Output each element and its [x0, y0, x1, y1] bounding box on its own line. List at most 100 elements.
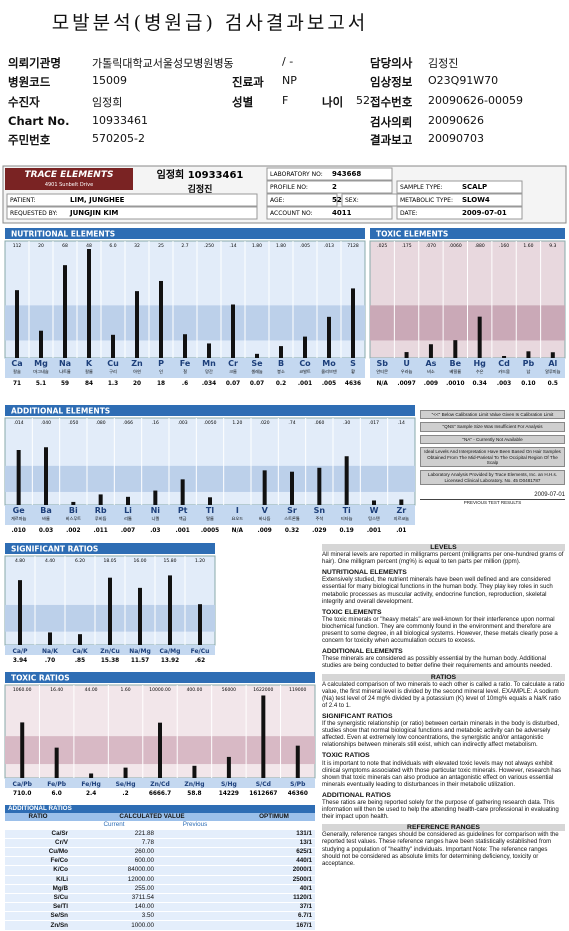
- bar: [138, 587, 142, 645]
- table-row: Ca/Sr 221.88 131/1: [5, 829, 315, 839]
- note-text: All mineral levels are reported in milli…: [322, 551, 564, 566]
- ratio-optimum: 167/1: [233, 920, 315, 931]
- ratio-current: 255.00: [71, 884, 157, 894]
- column-label: Ca/Mg: [160, 648, 181, 655]
- field-box: [266, 167, 393, 181]
- table-row: Cu/Mo 260.00 625/1: [5, 847, 315, 858]
- ratio-current: 260.00: [71, 847, 157, 858]
- info-value: 52: [356, 94, 370, 107]
- column-value: 18: [157, 381, 165, 387]
- field-label: AGE:: [270, 197, 284, 204]
- column-sublabel: 나트륨: [59, 368, 71, 375]
- column-sublabel: 바나듐: [259, 515, 271, 522]
- column-label: Fe/Pb: [47, 781, 67, 788]
- column-sublabel: 바륨: [42, 515, 50, 522]
- legend-caption: PREVIOUS TEST RESULTS: [463, 499, 522, 505]
- bar: [159, 280, 163, 358]
- ratio-current: 7.78: [71, 838, 157, 848]
- stamp-doctor: 김정진: [188, 183, 213, 195]
- bar: [78, 634, 82, 645]
- table-row: Se/Sn 3.50 6.7/1: [5, 911, 315, 922]
- column-value: 58.8: [187, 791, 201, 797]
- column-label: Zn/Hg: [184, 781, 204, 788]
- ratio-name: Zn/Sn: [5, 920, 71, 931]
- bar: [20, 722, 25, 778]
- scale-label: .070: [426, 243, 436, 249]
- bar: [317, 467, 322, 505]
- scale-label: 1.60: [523, 243, 533, 249]
- logo-box: [5, 168, 133, 190]
- column-value: 3.94: [13, 658, 27, 664]
- table-row: Zn/Sn 1000.00 167/1: [5, 920, 315, 931]
- ratio-optimum: 625/1: [233, 847, 315, 858]
- column-value: 710.0: [13, 791, 31, 797]
- bar: [279, 346, 283, 358]
- ratio-previous: [157, 902, 233, 913]
- scale-label: 7128: [347, 243, 359, 249]
- scale-label: .005: [300, 243, 310, 249]
- column-sublabel: 철: [183, 368, 187, 374]
- column-label: Pb: [523, 359, 535, 368]
- column-label: Al: [548, 359, 557, 368]
- column-label: Se/Hg: [116, 781, 136, 788]
- column-label: S: [350, 359, 356, 368]
- bar: [404, 352, 409, 358]
- column-label: Ca/K: [72, 648, 88, 655]
- table-row: Se/Tl 140.00 37/1: [5, 902, 315, 913]
- info-label: 담당의사: [370, 56, 413, 70]
- info-value: 20090626: [428, 114, 484, 127]
- info-value: F: [282, 94, 289, 107]
- scale-label: 400.00: [187, 687, 203, 693]
- column-value: 5.1: [36, 381, 46, 387]
- header-cell: OPTIMUM: [233, 813, 315, 822]
- bar: [183, 334, 187, 358]
- column-value: .005: [322, 381, 336, 387]
- field-box: [266, 206, 393, 220]
- ratio-previous: [157, 829, 233, 839]
- scale-label: .020: [260, 420, 270, 426]
- column-value: N/A: [232, 528, 244, 534]
- bar: [290, 471, 294, 505]
- field-value: 2: [332, 183, 337, 191]
- table-title-row: ADDITIONAL RATIOS: [5, 805, 315, 814]
- field-box: [396, 193, 523, 207]
- column-label: Tl: [206, 506, 214, 515]
- info-label: 검사의뢰: [370, 115, 413, 129]
- info-label: 성별: [232, 95, 254, 109]
- label-strip: [5, 645, 215, 655]
- scale-label: 4.80: [15, 558, 25, 564]
- section-title-bar: [5, 672, 315, 683]
- ratio-current: 600.00: [71, 856, 157, 867]
- column-value: 11.57: [131, 658, 149, 664]
- scale-label: .003: [178, 420, 188, 426]
- note-heading: ADDITIONAL RATIOS: [322, 791, 391, 799]
- bar: [16, 450, 21, 505]
- ratio-name: Mg/B: [5, 884, 71, 894]
- bar: [477, 316, 482, 358]
- scale-label: .30: [343, 420, 350, 426]
- scale-label: .050: [68, 420, 78, 426]
- column-value: .007: [121, 528, 135, 534]
- scale-label: .025: [377, 243, 387, 249]
- ratio-name: Fe/Co: [5, 856, 71, 867]
- note-heading: REFERENCE RANGES: [322, 824, 565, 832]
- scale-label: .014: [14, 420, 24, 426]
- column-sublabel: 티타늄: [341, 515, 353, 522]
- note-heading: LEVELS: [322, 544, 565, 552]
- column-label: P: [158, 359, 164, 368]
- header-cell: RATIO: [5, 813, 71, 822]
- column-label: Na/K: [42, 648, 58, 655]
- bar: [44, 447, 48, 505]
- scale-label: 4.40: [45, 558, 55, 564]
- bar: [351, 288, 355, 358]
- column-label: V: [262, 506, 269, 515]
- table-row: K/Li 12000.00 2500/1: [5, 875, 315, 885]
- column-sublabel: 베릴륨: [450, 368, 462, 375]
- bar: [550, 352, 555, 358]
- column-value: 0.34: [473, 381, 487, 387]
- scale-label: 15.80: [164, 558, 177, 564]
- info-value: 20090703: [428, 132, 484, 145]
- ratio-optimum: 37/1: [233, 902, 315, 913]
- column-sublabel: 리튬: [124, 515, 132, 522]
- field-label: ACCOUNT NO:: [270, 210, 313, 217]
